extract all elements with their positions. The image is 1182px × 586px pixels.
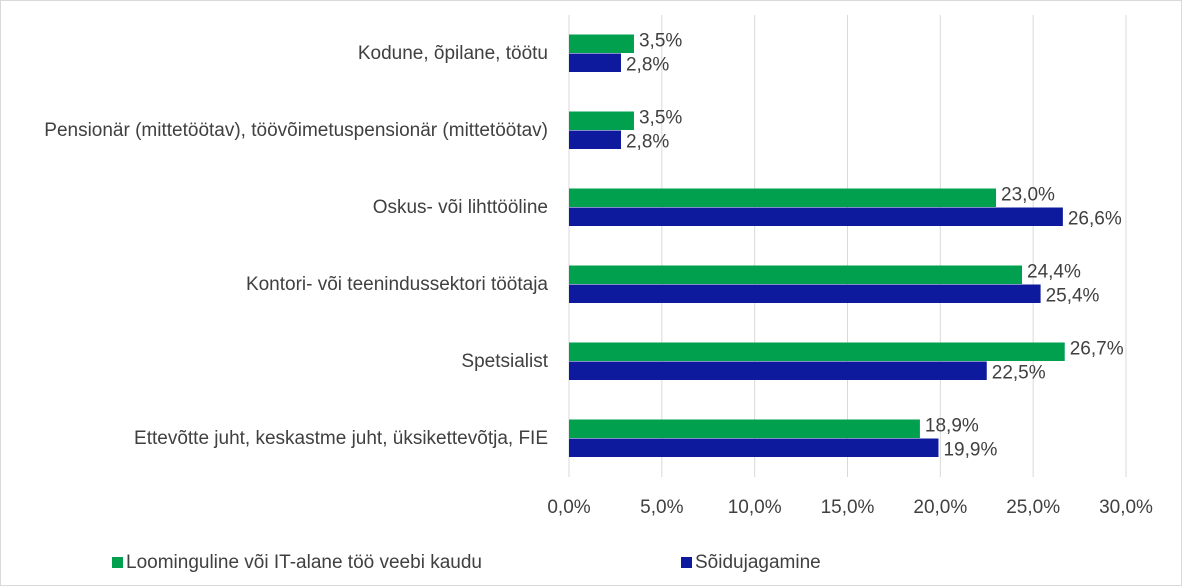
bar (569, 361, 987, 380)
data-label: 22,5% (992, 363, 1046, 384)
data-label: 3,5% (639, 31, 682, 52)
data-label: 25,4% (1046, 286, 1100, 307)
category-label: Pensionär (mittetöötav), töövõimetuspens… (10, 119, 548, 143)
x-tick-label: 20,0% (913, 497, 967, 518)
category-label: Oskus- või lihttööline (10, 196, 548, 220)
category-label: Ettevõtte juht, keskastme juht, üksikett… (10, 427, 548, 451)
bar (569, 419, 920, 438)
category-label: Kodune, õpilane, töötu (10, 42, 548, 66)
x-tick-label: 30,0% (1099, 497, 1153, 518)
data-label: 23,0% (1001, 185, 1055, 206)
data-label: 24,4% (1027, 262, 1081, 283)
category-text: Kontori- või teenindussektori töötaja (245, 273, 548, 295)
category-text: Oskus- või lihttööline (372, 196, 548, 218)
bar (569, 438, 939, 457)
x-tick-label: 5,0% (640, 497, 683, 518)
bar (569, 111, 634, 130)
bar (569, 188, 997, 207)
bar (569, 284, 1041, 303)
data-label: 2,8% (626, 132, 669, 153)
data-label: 2,8% (626, 55, 669, 76)
x-tick-label: 25,0% (1006, 497, 1060, 518)
x-tick-label: 10,0% (728, 497, 782, 518)
category-text: Spetsialist (461, 350, 548, 372)
legend-swatch (681, 557, 692, 568)
category-label: Kontori- või teenindussektori töötaja (10, 273, 548, 297)
data-label: 3,5% (639, 108, 682, 129)
bar (569, 265, 1023, 284)
legend-label: Sõidujagamine (695, 552, 821, 573)
x-tick-label: 15,0% (821, 497, 875, 518)
bar (569, 342, 1065, 361)
legend-swatch (112, 557, 123, 568)
category-text: Pensionär (mittetöötav), töövõimetuspens… (44, 119, 548, 141)
legend-label: Loominguline või IT-alane töö veebi kaud… (126, 552, 482, 573)
bar (569, 130, 621, 149)
category-text: Ettevõtte juht, keskastme juht, üksikett… (134, 427, 548, 449)
data-label: 19,9% (943, 440, 997, 461)
category-label: Spetsialist (10, 350, 548, 374)
category-text: Kodune, õpilane, töötu (357, 42, 548, 64)
bar (569, 53, 621, 72)
data-label: 26,6% (1068, 209, 1122, 230)
bar (569, 207, 1063, 226)
x-tick-label: 0,0% (547, 497, 590, 518)
data-label: 26,7% (1070, 339, 1124, 360)
bar (569, 34, 634, 53)
data-label: 18,9% (925, 416, 979, 437)
